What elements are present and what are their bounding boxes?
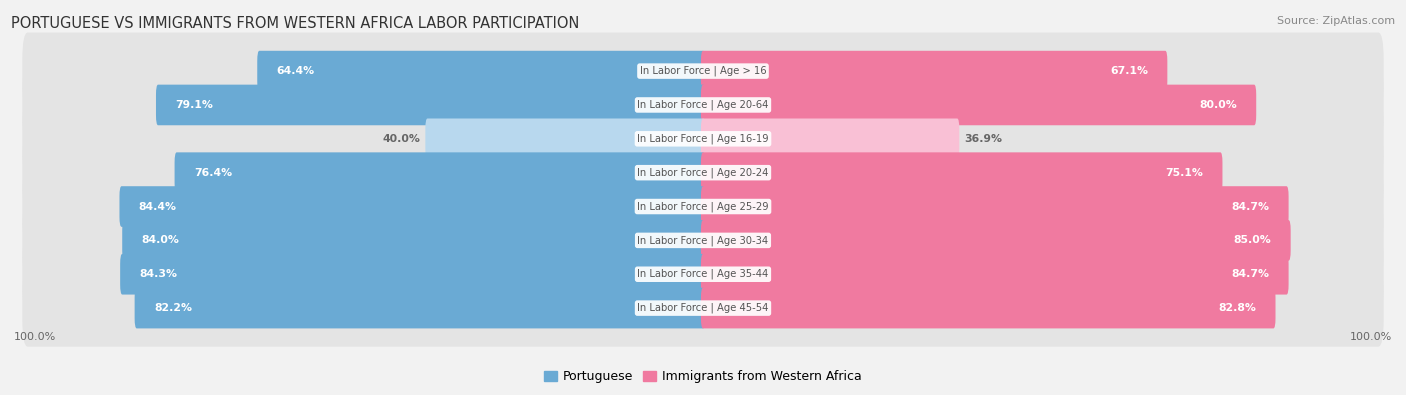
Text: In Labor Force | Age 20-24: In Labor Force | Age 20-24 [637, 167, 769, 178]
FancyBboxPatch shape [702, 288, 1275, 328]
Text: 84.3%: 84.3% [139, 269, 177, 279]
FancyBboxPatch shape [702, 85, 1256, 125]
Text: In Labor Force | Age 25-29: In Labor Force | Age 25-29 [637, 201, 769, 212]
Text: 75.1%: 75.1% [1166, 167, 1204, 178]
FancyBboxPatch shape [22, 168, 1384, 245]
Text: In Labor Force | Age 20-64: In Labor Force | Age 20-64 [637, 100, 769, 110]
FancyBboxPatch shape [702, 152, 1222, 193]
FancyBboxPatch shape [22, 269, 1384, 347]
FancyBboxPatch shape [174, 152, 704, 193]
FancyBboxPatch shape [22, 100, 1384, 177]
Text: 64.4%: 64.4% [277, 66, 315, 76]
FancyBboxPatch shape [22, 32, 1384, 110]
Text: 84.4%: 84.4% [139, 201, 177, 212]
Text: 40.0%: 40.0% [382, 134, 420, 144]
Legend: Portuguese, Immigrants from Western Africa: Portuguese, Immigrants from Western Afri… [538, 365, 868, 388]
Text: 80.0%: 80.0% [1199, 100, 1237, 110]
FancyBboxPatch shape [257, 51, 704, 91]
FancyBboxPatch shape [702, 186, 1289, 227]
Text: 100.0%: 100.0% [1350, 333, 1392, 342]
Text: 84.7%: 84.7% [1232, 269, 1270, 279]
FancyBboxPatch shape [22, 66, 1384, 143]
Text: In Labor Force | Age 30-34: In Labor Force | Age 30-34 [637, 235, 769, 246]
FancyBboxPatch shape [702, 254, 1289, 295]
Text: In Labor Force | Age 45-54: In Labor Force | Age 45-54 [637, 303, 769, 313]
FancyBboxPatch shape [702, 51, 1167, 91]
FancyBboxPatch shape [22, 134, 1384, 211]
FancyBboxPatch shape [135, 288, 704, 328]
FancyBboxPatch shape [426, 118, 704, 159]
Text: 84.7%: 84.7% [1232, 201, 1270, 212]
FancyBboxPatch shape [120, 254, 704, 295]
FancyBboxPatch shape [22, 236, 1384, 313]
Text: 100.0%: 100.0% [14, 333, 56, 342]
FancyBboxPatch shape [22, 202, 1384, 279]
Text: PORTUGUESE VS IMMIGRANTS FROM WESTERN AFRICA LABOR PARTICIPATION: PORTUGUESE VS IMMIGRANTS FROM WESTERN AF… [11, 16, 579, 31]
FancyBboxPatch shape [702, 220, 1291, 261]
Text: Source: ZipAtlas.com: Source: ZipAtlas.com [1277, 16, 1395, 26]
Text: 76.4%: 76.4% [194, 167, 232, 178]
Text: 36.9%: 36.9% [965, 134, 1002, 144]
Text: 82.8%: 82.8% [1219, 303, 1256, 313]
Text: 67.1%: 67.1% [1111, 66, 1149, 76]
Text: 82.2%: 82.2% [153, 303, 191, 313]
FancyBboxPatch shape [156, 85, 704, 125]
Text: 84.0%: 84.0% [142, 235, 180, 245]
FancyBboxPatch shape [702, 118, 959, 159]
Text: In Labor Force | Age 35-44: In Labor Force | Age 35-44 [637, 269, 769, 280]
Text: In Labor Force | Age 16-19: In Labor Force | Age 16-19 [637, 134, 769, 144]
FancyBboxPatch shape [120, 186, 704, 227]
Text: 85.0%: 85.0% [1233, 235, 1271, 245]
Text: In Labor Force | Age > 16: In Labor Force | Age > 16 [640, 66, 766, 76]
Text: 79.1%: 79.1% [176, 100, 214, 110]
FancyBboxPatch shape [122, 220, 704, 261]
